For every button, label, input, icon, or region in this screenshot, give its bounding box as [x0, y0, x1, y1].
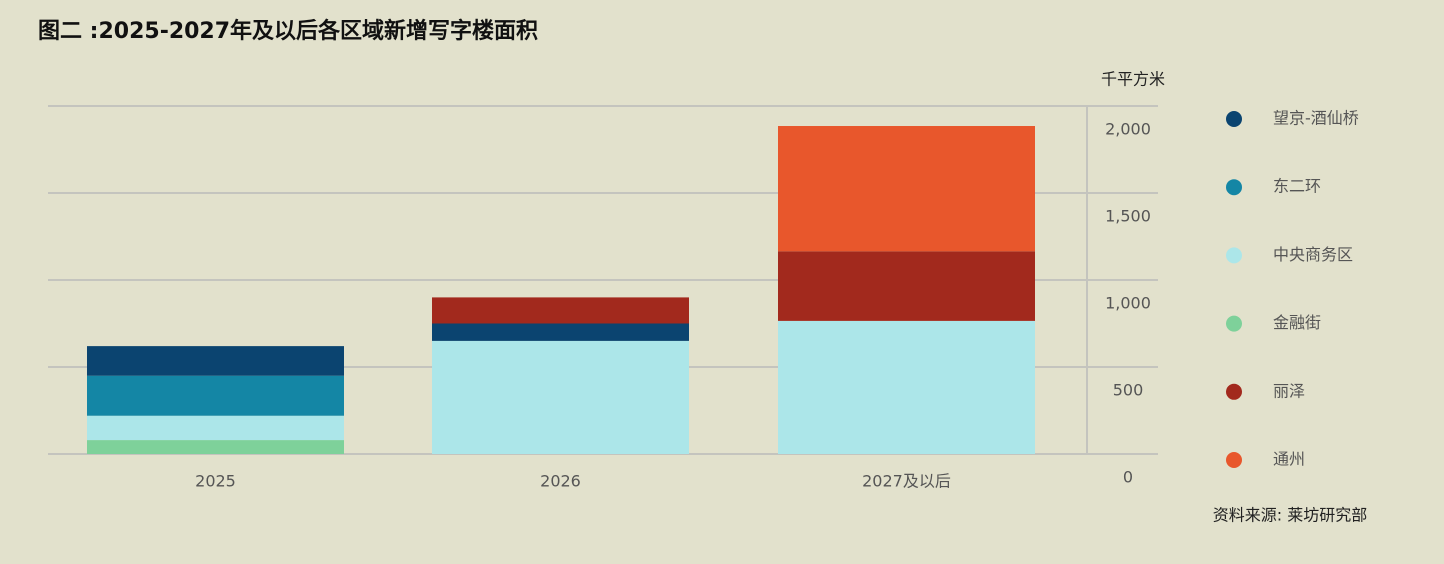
bar-segment	[87, 375, 344, 416]
y-tick-label: 500	[1113, 381, 1144, 400]
legend-label: 通州	[1273, 450, 1305, 469]
bar-segment	[778, 320, 1035, 454]
y-tick-label: 2,000	[1105, 120, 1151, 139]
bar-segment	[432, 297, 689, 324]
legend-label: 丽泽	[1273, 381, 1305, 400]
legend-marker	[1226, 452, 1242, 468]
bar-segment	[87, 415, 344, 441]
y-tick-label: 1,000	[1105, 294, 1151, 313]
x-tick-label: 2026	[540, 472, 581, 491]
legend-marker	[1226, 247, 1242, 264]
chart-title: 图二 :2025-2027年及以后各区域新增写字楼面积	[38, 18, 538, 44]
bar-segment	[87, 440, 344, 454]
y-tick-label: 0	[1123, 468, 1133, 487]
bar-segment	[87, 346, 344, 376]
legend-marker	[1226, 111, 1242, 127]
y-tick-label: 1,500	[1105, 207, 1151, 226]
legend-label: 东二环	[1273, 177, 1321, 196]
legend-label: 中央商务区	[1273, 245, 1353, 264]
source: 资料来源: 莱坊研究部	[1213, 506, 1367, 525]
x-tick-label: 2025	[195, 472, 236, 491]
bar-segment	[778, 126, 1035, 252]
bar-segment	[432, 340, 689, 454]
legend-label: 金融街	[1273, 313, 1321, 332]
legend-marker	[1226, 383, 1242, 400]
legend-marker	[1226, 179, 1242, 196]
y-axis-label: 千平方米	[1101, 70, 1165, 89]
bar-segment	[778, 251, 1035, 321]
bar-segment	[432, 323, 689, 341]
legend-label: 望京-酒仙桥	[1273, 109, 1359, 128]
legend-marker	[1226, 315, 1242, 332]
x-tick-label: 2027及以后	[862, 472, 951, 491]
